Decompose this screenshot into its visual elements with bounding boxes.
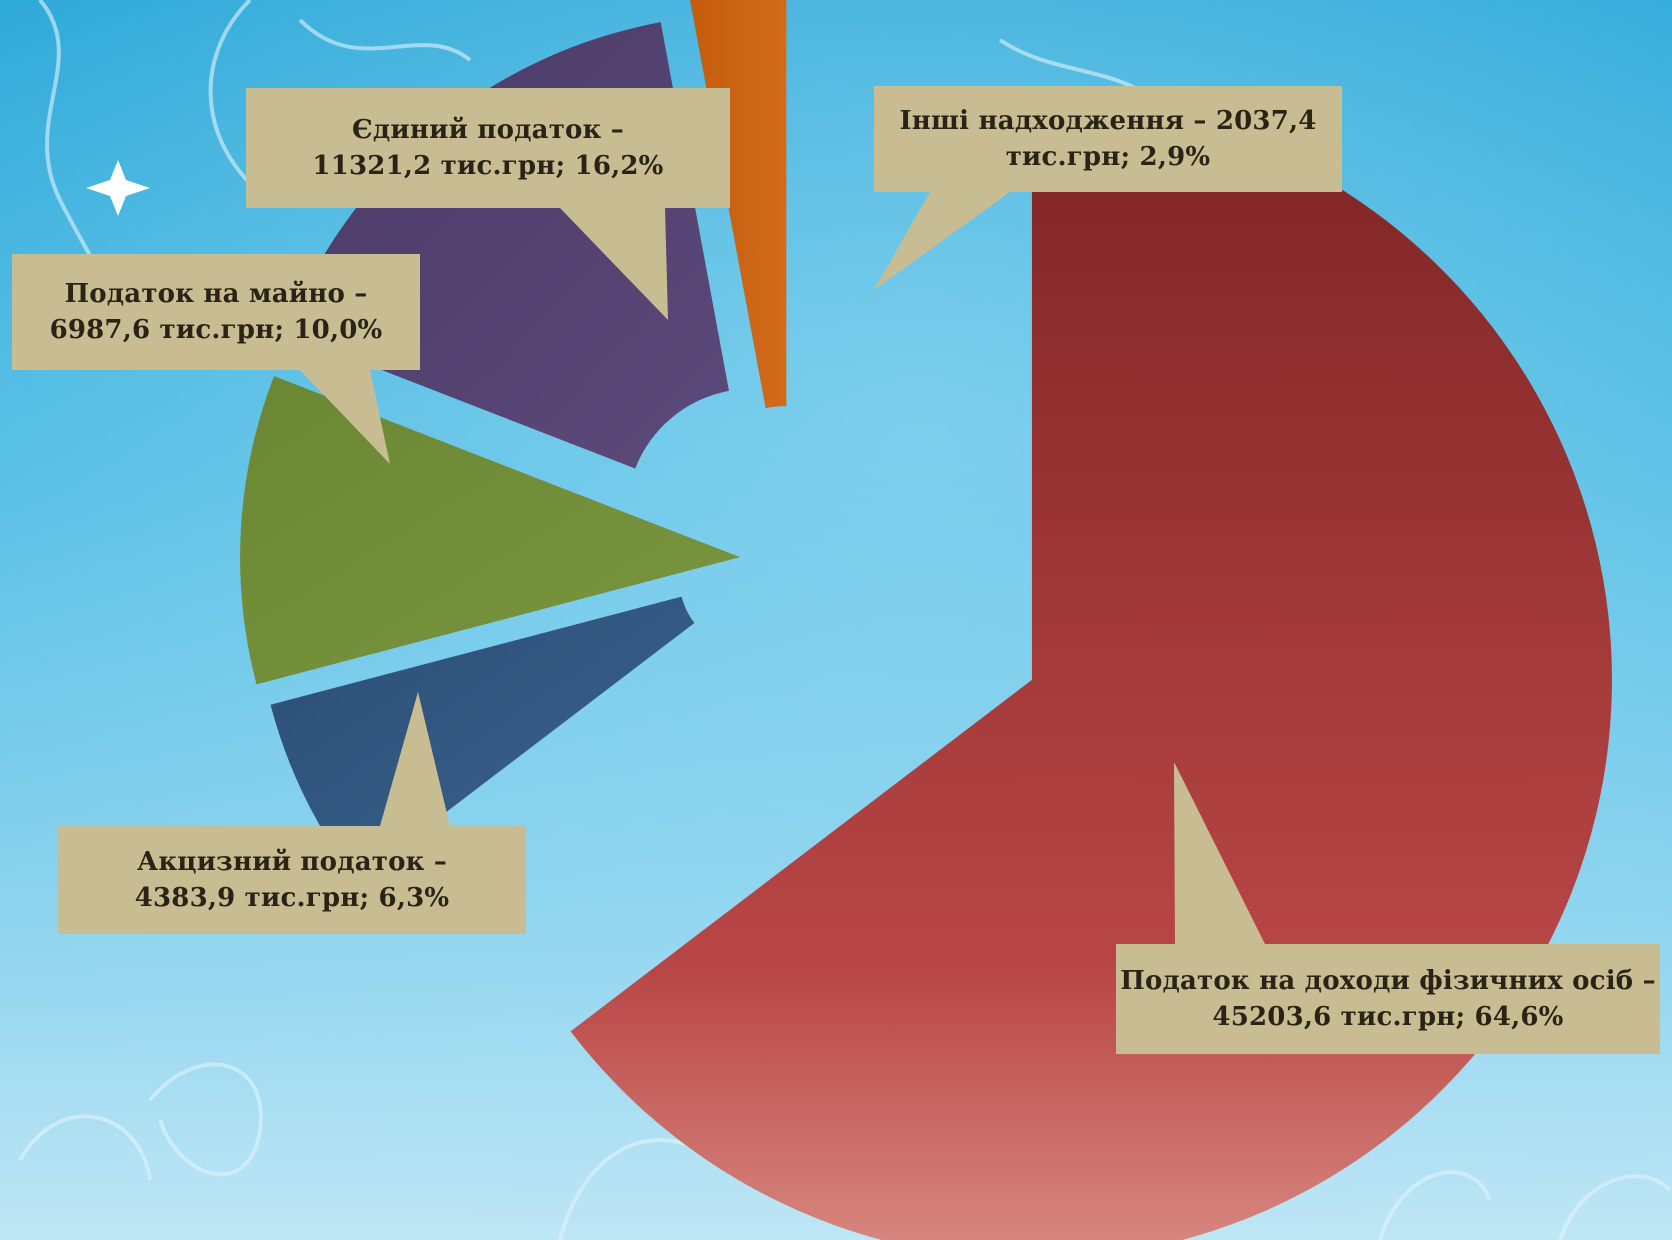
callout-pointer xyxy=(874,192,1010,290)
callout-box xyxy=(12,254,420,370)
swirl-decoration xyxy=(18,0,1672,1240)
slice-label: Інші надходження – 2037,4 тис.грн; 2,9% xyxy=(874,103,1342,175)
sparkle-icon xyxy=(86,160,150,216)
slice-label: Акцизний податок – 4383,9 тис.грн; 6,3% xyxy=(58,844,526,916)
slice-label: Єдиний податок – 11321,2 тис.грн; 16,2% xyxy=(246,112,730,184)
slice-label-line: Податок на доходи фізичних осіб – xyxy=(1120,966,1656,996)
slice-label: Податок на доходи фізичних осіб – 45203,6… xyxy=(1116,963,1660,1035)
slice-label-line: Єдиний податок – xyxy=(352,115,624,145)
slice-label-line: 6987,6 тис.грн; 10,0% xyxy=(49,315,383,345)
slice-label-line: 11321,2 тис.грн; 16,2% xyxy=(312,151,664,181)
slice-label-line: Податок на майно – xyxy=(64,279,368,309)
slice-label-line: 45203,6 тис.грн; 64,6% xyxy=(1212,1002,1564,1032)
callout-box xyxy=(1116,944,1660,1054)
slice-label-line: тис.грн; 2,9% xyxy=(1005,142,1211,172)
callout-box xyxy=(874,86,1342,192)
pie-slice xyxy=(240,376,741,685)
callout-box xyxy=(58,826,526,934)
slice-label-line: Інші надходження – 2037,4 xyxy=(899,106,1317,136)
callout-pointer xyxy=(380,692,450,826)
callout-pointer xyxy=(300,370,390,464)
slice-label-line: Акцизний податок – xyxy=(136,847,448,877)
callout-pointer xyxy=(560,208,668,320)
slice-label-line: 4383,9 тис.грн; 6,3% xyxy=(134,883,450,913)
pie-slice xyxy=(270,596,695,881)
callout-pointer xyxy=(1174,762,1265,944)
callout-box xyxy=(246,88,730,208)
slice-label: Податок на майно – 6987,6 тис.грн; 10,0% xyxy=(12,276,420,348)
